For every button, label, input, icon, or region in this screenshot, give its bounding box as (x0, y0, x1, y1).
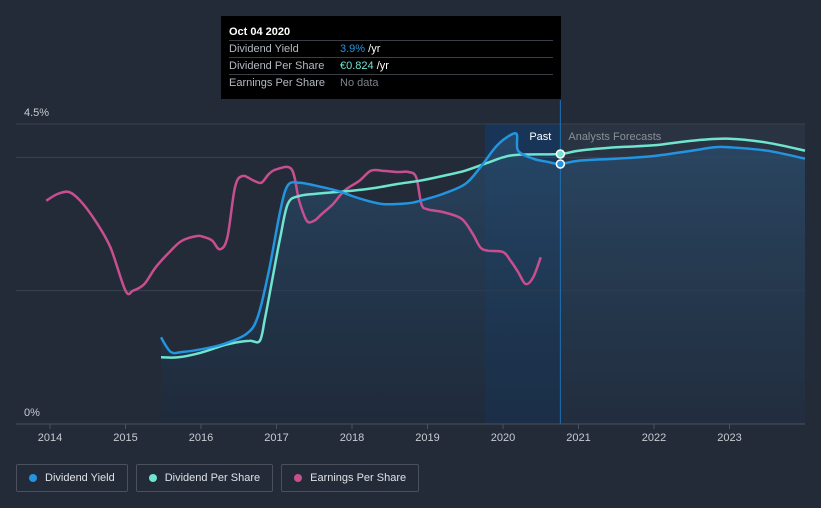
legend-label: Dividend Per Share (164, 472, 261, 484)
legend-label: Earnings Per Share (310, 472, 407, 484)
legend-label: Dividend Yield (45, 472, 115, 484)
tooltip-key: Earnings Per Share (229, 77, 325, 89)
earnings-per-share-line (45, 165, 542, 296)
legend-item-dividend-per-share[interactable]: Dividend Per Share (135, 464, 274, 492)
x-tick-label: 2022 (642, 432, 666, 444)
tooltip-key: Dividend Per Share (229, 60, 325, 72)
tooltip-key: Dividend Yield (229, 43, 299, 55)
dividend-yield-marker (555, 159, 566, 169)
tooltip-value: 3.9% /yr (340, 41, 380, 57)
tooltip-value-number: €0.824 (340, 60, 374, 72)
x-tick-label: 2020 (491, 432, 515, 444)
legend-dot-icon (294, 474, 303, 482)
y-tick-label: 0% (24, 407, 40, 419)
tooltip-value-unit: /yr (373, 60, 389, 72)
forecast-label: Analysts Forecasts (568, 131, 661, 143)
legend-item-dividend-yield[interactable]: Dividend Yield (16, 464, 128, 492)
legend-item-earnings-per-share[interactable]: Earnings Per Share (281, 464, 420, 492)
tooltip-row-dividend-yield: Dividend Yield 3.9% /yr (229, 40, 553, 57)
dividend-yield-line (159, 132, 806, 355)
tooltip: Oct 04 2020 Dividend Yield 3.9% /yr Divi… (221, 16, 561, 99)
y-tick-label: 4.5% (24, 107, 49, 119)
dividend-per-share-marker (555, 149, 566, 159)
tooltip-value-number: 3.9% (340, 43, 366, 55)
x-tick-label: 2019 (415, 432, 439, 444)
tooltip-date: Oct 04 2020 (229, 26, 291, 38)
x-tick-label: 2017 (264, 432, 288, 444)
dividend-per-share-line (160, 137, 806, 359)
past-label: Past (529, 131, 551, 143)
tooltip-row-dividend-per-share: Dividend Per Share €0.824 /yr (229, 57, 553, 74)
tooltip-value: No data (340, 77, 379, 89)
x-tick-label: 2021 (566, 432, 590, 444)
legend: Dividend Yield Dividend Per Share Earnin… (16, 464, 420, 492)
x-tick-label: 2018 (340, 432, 364, 444)
x-tick-label: 2015 (113, 432, 137, 444)
legend-dot-icon (29, 474, 37, 482)
x-tick-label: 2014 (38, 432, 62, 444)
legend-dot-icon (148, 474, 157, 482)
tooltip-value-unit: /yr (365, 43, 381, 55)
x-tick-label: 2016 (189, 432, 213, 444)
dividend-yield-area (161, 134, 805, 424)
tooltip-value: €0.824 /yr (340, 58, 389, 74)
tooltip-row-earnings-per-share: Earnings Per Share No data (229, 74, 553, 91)
x-tick-label: 2023 (717, 432, 741, 444)
